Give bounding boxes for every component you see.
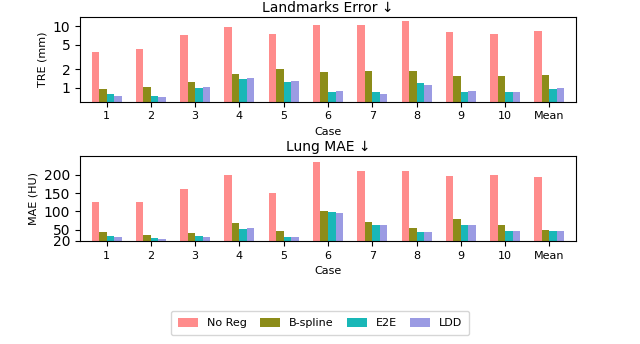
Legend: No Reg, B-spline, E2E, LDD: No Reg, B-spline, E2E, LDD [171, 311, 469, 335]
Bar [498, 225, 505, 248]
Bar [461, 92, 468, 344]
Bar [490, 34, 498, 344]
Bar [380, 94, 387, 344]
Bar [365, 223, 372, 248]
Bar [328, 92, 335, 344]
Bar [372, 92, 380, 344]
Bar [549, 230, 557, 248]
Bar [357, 171, 365, 248]
Bar [372, 225, 380, 248]
Bar [365, 71, 372, 344]
Bar [276, 231, 284, 248]
Bar [143, 235, 151, 248]
Bar [269, 34, 276, 344]
Bar [534, 31, 542, 344]
Title: Lung MAE ↓: Lung MAE ↓ [285, 140, 371, 154]
Bar [136, 202, 143, 248]
Bar [321, 212, 328, 248]
Bar [151, 238, 158, 248]
Bar [409, 71, 417, 344]
Bar [328, 212, 335, 248]
Bar [107, 94, 114, 344]
Bar [313, 162, 321, 248]
Bar [203, 237, 210, 248]
Title: Landmarks Error ↓: Landmarks Error ↓ [262, 1, 394, 15]
Bar [446, 32, 453, 344]
Bar [291, 237, 299, 248]
Bar [380, 225, 387, 248]
Bar [151, 96, 158, 344]
Bar [188, 233, 195, 248]
Bar [417, 232, 424, 248]
Bar [453, 76, 461, 344]
Bar [335, 213, 343, 248]
Y-axis label: TRE (mm): TRE (mm) [37, 32, 47, 87]
Bar [424, 232, 431, 248]
Bar [247, 228, 255, 248]
Bar [505, 92, 513, 344]
Bar [158, 97, 166, 344]
Bar [284, 82, 291, 344]
Bar [409, 228, 417, 248]
Bar [247, 78, 255, 344]
Bar [498, 76, 505, 344]
X-axis label: Case: Case [314, 127, 342, 137]
Bar [195, 88, 203, 344]
Bar [313, 25, 321, 344]
Bar [542, 75, 549, 344]
Bar [557, 230, 564, 248]
Bar [143, 87, 151, 344]
Bar [468, 91, 476, 344]
Bar [180, 35, 188, 344]
Bar [424, 85, 431, 344]
Bar [468, 225, 476, 248]
Bar [321, 72, 328, 344]
Bar [203, 87, 210, 344]
Bar [180, 190, 188, 248]
Bar [401, 21, 409, 344]
Bar [401, 171, 409, 248]
Bar [446, 176, 453, 248]
Bar [513, 231, 520, 248]
Y-axis label: MAE (HU): MAE (HU) [28, 172, 38, 225]
Bar [284, 237, 291, 248]
Bar [92, 52, 99, 344]
Bar [225, 27, 232, 344]
Bar [291, 81, 299, 344]
Bar [92, 202, 99, 248]
Bar [114, 237, 122, 248]
X-axis label: Case: Case [314, 266, 342, 276]
Bar [357, 25, 365, 344]
Bar [239, 229, 247, 248]
Bar [107, 236, 114, 248]
Bar [232, 223, 239, 248]
Bar [490, 175, 498, 248]
Bar [114, 96, 122, 344]
Bar [534, 178, 542, 248]
Bar [335, 91, 343, 344]
Bar [505, 230, 513, 248]
Bar [225, 175, 232, 248]
Bar [276, 69, 284, 344]
Bar [188, 82, 195, 344]
Bar [513, 92, 520, 344]
Bar [557, 88, 564, 344]
Bar [269, 193, 276, 248]
Bar [195, 236, 203, 248]
Bar [136, 49, 143, 344]
Bar [232, 74, 239, 344]
Bar [158, 239, 166, 248]
Bar [99, 232, 107, 248]
Bar [417, 83, 424, 344]
Bar [542, 230, 549, 248]
Bar [99, 89, 107, 344]
Bar [549, 89, 557, 344]
Bar [461, 225, 468, 248]
Bar [453, 219, 461, 248]
Bar [239, 79, 247, 344]
